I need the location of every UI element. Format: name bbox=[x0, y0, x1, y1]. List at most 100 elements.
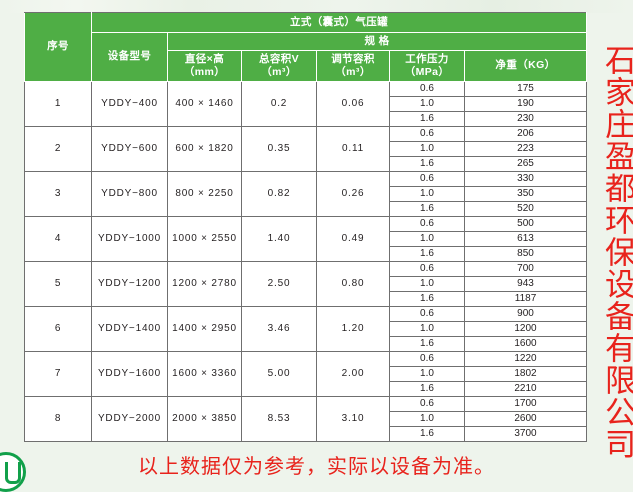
row-pressure: 1.0 bbox=[389, 276, 465, 292]
row-weight: 350 bbox=[463, 186, 588, 202]
row-weight: 1187 bbox=[463, 291, 588, 307]
row-adjust-volume: 0.26 bbox=[316, 171, 390, 217]
row-dimension: 1000 × 2550 bbox=[167, 216, 242, 262]
row-total-volume: 2.50 bbox=[241, 261, 317, 307]
company-name-vertical: 石家庄盈都环保设备有限公司 bbox=[599, 44, 633, 460]
table-row: 1.0 1200 bbox=[25, 321, 588, 337]
row-pressure: 1.6 bbox=[389, 246, 465, 262]
row-model: YDDY−1200 bbox=[91, 261, 168, 307]
row-model: YDDY−600 bbox=[91, 126, 168, 172]
row-total-volume: 3.46 bbox=[241, 306, 317, 352]
row-weight: 1600 bbox=[463, 336, 588, 352]
row-model: YDDY−1400 bbox=[91, 306, 168, 352]
row-pressure: 1.6 bbox=[389, 156, 465, 172]
row-no: 2 bbox=[24, 126, 92, 172]
table-row: 6 YDDY−1400 1400 × 2950 3.46 1.20 0.6 900 bbox=[24, 306, 588, 352]
row-pressure: 0.6 bbox=[389, 81, 465, 97]
row-weight: 330 bbox=[463, 171, 588, 187]
row-weight: 175 bbox=[463, 81, 588, 97]
row-pressure: 1.0 bbox=[389, 231, 465, 247]
row-pressure: 1.0 bbox=[389, 141, 465, 157]
row-weight: 900 bbox=[463, 306, 588, 322]
table-row: 8 YDDY−2000 2000 × 3850 8.53 3.10 0.6 1700 bbox=[24, 396, 588, 442]
table-row: 2 YDDY−600 600 × 1820 0.35 0.11 0.6 206 bbox=[24, 126, 588, 172]
row-weight: 943 bbox=[463, 276, 588, 292]
header-model: 设备型号 bbox=[91, 32, 168, 82]
table-row: 1 YDDY−400 400 × 1460 0.2 0.06 0.6 175 bbox=[24, 81, 588, 127]
row-dimension: 800 × 2250 bbox=[167, 171, 242, 217]
row-pressure: 1.0 bbox=[389, 366, 465, 382]
row-dimension: 1200 × 2780 bbox=[167, 261, 242, 307]
row-model: YDDY−1600 bbox=[91, 351, 168, 397]
row-weight: 700 bbox=[463, 261, 588, 277]
row-no: 4 bbox=[24, 216, 92, 262]
row-no: 1 bbox=[24, 81, 92, 127]
row-pressure: 0.6 bbox=[389, 306, 465, 322]
header-col-adjust-volume: 调节容积 （m³） bbox=[316, 50, 390, 82]
row-adjust-volume: 0.49 bbox=[316, 216, 390, 262]
table-row: 1.0 350 bbox=[25, 186, 588, 202]
row-model: YDDY−1000 bbox=[91, 216, 168, 262]
row-no: 5 bbox=[24, 261, 92, 307]
table-row: 1.6 2210 bbox=[25, 381, 588, 397]
row-pressure: 0.6 bbox=[389, 396, 465, 412]
table-row: 7 YDDY−1600 1600 × 3360 5.00 2.00 0.6 1220 bbox=[24, 351, 588, 397]
row-total-volume: 5.00 bbox=[241, 351, 317, 397]
row-pressure: 1.0 bbox=[389, 321, 465, 337]
table-row: 1.6 1187 bbox=[25, 291, 588, 307]
row-weight: 1200 bbox=[463, 321, 588, 337]
pressure-tank-spec-table: 序号 立式（囊式）气压罐 设备型号 规 格 直径×高 （mm） 总容积V （m³… bbox=[24, 12, 588, 442]
table-row: 1.0 223 bbox=[25, 141, 588, 157]
row-dimension: 1400 × 2950 bbox=[167, 306, 242, 352]
header-spec: 规 格 bbox=[166, 32, 588, 51]
row-no: 7 bbox=[24, 351, 92, 397]
row-weight: 500 bbox=[463, 216, 588, 232]
row-weight: 1802 bbox=[463, 366, 588, 382]
row-total-volume: 0.82 bbox=[241, 171, 317, 217]
header-col-total-volume-line2: （m³） bbox=[261, 66, 297, 78]
row-adjust-volume: 3.10 bbox=[316, 396, 390, 442]
row-no: 8 bbox=[24, 396, 92, 442]
table-row: 1.6 3700 bbox=[25, 426, 588, 442]
table-row: 3 YDDY−800 800 × 2250 0.82 0.26 0.6 330 bbox=[24, 171, 588, 217]
row-pressure: 0.6 bbox=[389, 216, 465, 232]
header-col-weight: 净重（KG） bbox=[463, 50, 588, 82]
row-pressure: 1.6 bbox=[389, 201, 465, 217]
footnote-disclaimer: 以上数据仅为参考，实际以设备为准。 bbox=[138, 454, 495, 478]
row-adjust-volume: 2.00 bbox=[316, 351, 390, 397]
table-row: 1.6 520 bbox=[25, 201, 588, 217]
row-pressure: 1.6 bbox=[389, 336, 465, 352]
background-wash bbox=[0, 0, 633, 13]
header-col-weight-line1: 净重（KG） bbox=[495, 59, 556, 72]
row-weight: 3700 bbox=[463, 426, 588, 442]
table-row: 1.0 613 bbox=[25, 231, 588, 247]
row-model: YDDY−400 bbox=[91, 81, 168, 127]
row-pressure: 0.6 bbox=[389, 261, 465, 277]
table-row: 1.6 265 bbox=[25, 156, 588, 172]
row-pressure: 1.0 bbox=[389, 411, 465, 427]
row-weight: 206 bbox=[463, 126, 588, 142]
row-pressure: 1.0 bbox=[389, 186, 465, 202]
row-weight: 230 bbox=[463, 111, 588, 127]
row-weight: 1220 bbox=[463, 351, 588, 367]
row-weight: 2600 bbox=[463, 411, 588, 427]
header-col-pressure: 工作压力 （MPa） bbox=[389, 50, 465, 82]
row-pressure: 1.6 bbox=[389, 111, 465, 127]
row-weight: 520 bbox=[463, 201, 588, 217]
row-pressure: 0.6 bbox=[389, 351, 465, 367]
table-body: 1 YDDY−400 400 × 1460 0.2 0.06 0.6 175 1.0 190 1.… bbox=[24, 81, 588, 442]
row-no: 3 bbox=[24, 171, 92, 217]
header-col-adjust-volume-line1: 调节容积 bbox=[331, 52, 375, 65]
row-adjust-volume: 0.80 bbox=[316, 261, 390, 307]
row-weight: 613 bbox=[463, 231, 588, 247]
row-weight: 223 bbox=[463, 141, 588, 157]
row-model: YDDY−800 bbox=[91, 171, 168, 217]
header-col-dimension: 直径×高 （mm） bbox=[167, 50, 242, 82]
header-col-dimension-line2: （mm） bbox=[183, 66, 226, 78]
row-weight: 2210 bbox=[463, 381, 588, 397]
row-dimension: 1600 × 3360 bbox=[167, 351, 242, 397]
header-no: 序号 bbox=[24, 12, 92, 82]
header-col-total-volume: 总容积V （m³） bbox=[241, 50, 317, 82]
table-row: 1.6 850 bbox=[25, 246, 588, 262]
header-group-title: 立式（囊式）气压罐 bbox=[90, 12, 588, 33]
